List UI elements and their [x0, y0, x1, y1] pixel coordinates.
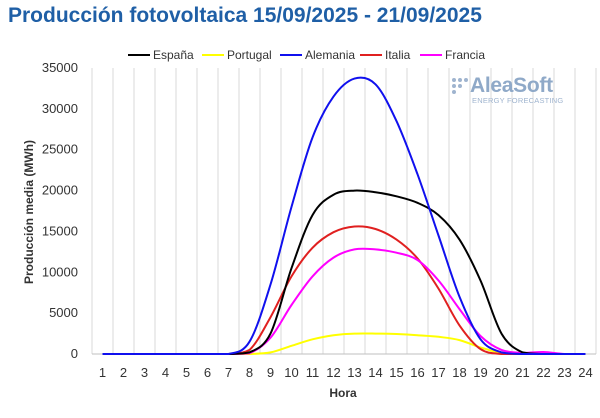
- x-tick-label: 4: [162, 365, 169, 380]
- y-tick-label: 20000: [42, 183, 78, 198]
- legend: España Portugal Alemania Italia Francia: [128, 48, 485, 62]
- legend-label-espana: España: [153, 48, 194, 62]
- x-tick-label: 8: [246, 365, 253, 380]
- y-tick-label: 0: [71, 346, 78, 361]
- x-tick-label: 5: [183, 365, 190, 380]
- y-tick-label: 30000: [42, 101, 78, 116]
- legend-label-italia: Italia: [385, 48, 411, 62]
- x-tick-label: 12: [326, 365, 340, 380]
- y-tick-labels: 0 5000 10000 15000 20000 25000 30000 35000: [42, 60, 78, 361]
- x-tick-label: 17: [431, 365, 445, 380]
- x-tick-label: 1: [99, 365, 106, 380]
- legend-label-portugal: Portugal: [227, 48, 272, 62]
- x-tick-label: 24: [578, 365, 592, 380]
- x-tick-label: 2: [120, 365, 127, 380]
- x-tick-label: 9: [267, 365, 274, 380]
- chart-title: Producción fotovoltaica 15/09/2025 - 21/…: [8, 4, 482, 27]
- x-tick-label: 14: [368, 365, 382, 380]
- logo-subtext: ENERGY FORECASTING: [472, 96, 564, 105]
- x-tick-label: 11: [306, 365, 320, 380]
- y-tick-label: 35000: [42, 60, 78, 75]
- x-tick-label: 22: [536, 365, 550, 380]
- x-tick-label: 21: [515, 365, 529, 380]
- x-tick-label: 23: [557, 365, 571, 380]
- chart-grid: [91, 68, 597, 354]
- y-axis-label: Producción media (MWh): [22, 140, 36, 284]
- x-tick-label: 7: [225, 365, 232, 380]
- legend-label-alemania: Alemania: [305, 48, 355, 62]
- x-tick-label: 15: [389, 365, 403, 380]
- x-tick-labels: 1 2 3 4 5 6 7 8 9 10 11 12 13 14 15 16 17 18 19 20 21 22 23 24: [99, 365, 593, 380]
- x-tick-label: 16: [410, 365, 424, 380]
- x-tick-label: 19: [473, 365, 487, 380]
- x-tick-label: 6: [204, 365, 211, 380]
- x-tick-label: 3: [141, 365, 148, 380]
- y-tick-label: 5000: [49, 305, 78, 320]
- aleasoft-logo: AleaSoft ENERGY FORECASTING: [452, 74, 592, 110]
- logo-text: AleaSoft: [470, 74, 553, 97]
- x-tick-label: 18: [452, 365, 466, 380]
- x-tick-label: 10: [284, 365, 298, 380]
- x-axis-label: Hora: [329, 386, 357, 400]
- x-tick-label: 20: [494, 365, 508, 380]
- logo-dots-icon: [452, 78, 468, 94]
- y-tick-label: 15000: [42, 223, 78, 238]
- series-line-alemania: [102, 76, 586, 356]
- legend-label-francia: Francia: [445, 48, 485, 62]
- series-lines: [102, 76, 586, 356]
- x-tick-label: 13: [347, 365, 361, 380]
- y-tick-label: 10000: [42, 264, 78, 279]
- y-tick-label: 25000: [42, 142, 78, 157]
